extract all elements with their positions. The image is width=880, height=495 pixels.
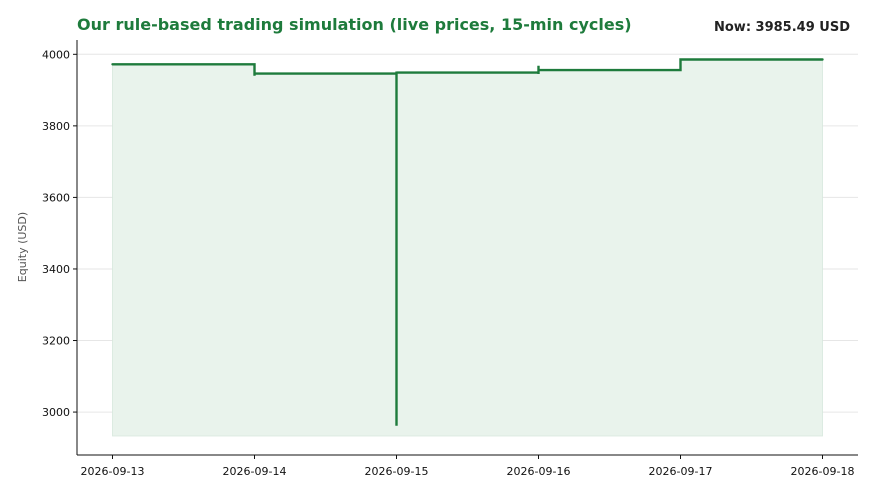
tick-labels: 3000 3200 3400 3600 3800 4000 2026-09-13 2026-0… (42, 48, 854, 478)
y-tick-label: 3400 (42, 263, 70, 276)
x-tick-label: 2026-09-15 (365, 465, 429, 478)
x-tick-label: 2026-09-16 (507, 465, 571, 478)
y-tick-label: 3200 (42, 335, 70, 348)
y-tick-label: 3000 (42, 406, 70, 419)
x-tick-label: 2026-09-14 (223, 465, 287, 478)
y-axis-label: Equity (USD) (16, 212, 29, 282)
y-tick-label: 3600 (42, 191, 70, 204)
y-tick-label: 4000 (42, 48, 70, 61)
x-tick-label: 2026-09-18 (791, 465, 855, 478)
equity-area-fill (112, 59, 823, 437)
chart-title: Our rule-based trading simulation (live … (77, 15, 632, 34)
current-equity-label: Now: 3985.49 USD (714, 20, 850, 35)
axes (76, 40, 858, 456)
x-tick-label: 2026-09-13 (81, 465, 145, 478)
equity-line (111, 58, 824, 426)
y-tick-label: 3800 (42, 120, 70, 133)
x-tick-label: 2026-09-17 (649, 465, 713, 478)
